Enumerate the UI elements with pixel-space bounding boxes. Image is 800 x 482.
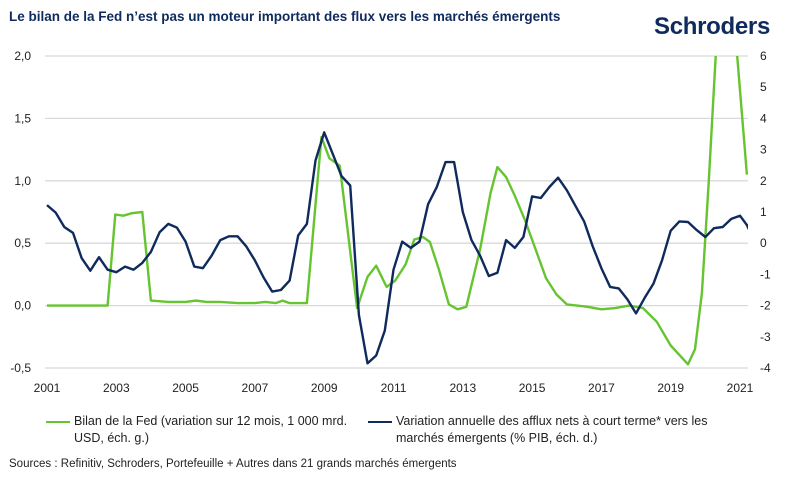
right-axis-tick-label: -1: [760, 267, 771, 281]
right-axis-tick-label: 6: [760, 49, 767, 63]
x-axis-tick-label: 2015: [519, 381, 546, 395]
sources-note: Sources : Refinitiv, Schroders, Portefeu…: [9, 458, 457, 470]
series-lines: [46, 56, 748, 366]
right-axis-ticks: -4 -3 -2 -1 0 1 2 3 4 5 6: [760, 49, 771, 375]
legend-label-flows: Variation annuelle des afflux nets à cou…: [396, 414, 708, 445]
x-axis-tick-label: 2009: [311, 381, 338, 395]
right-axis-tick-label: -2: [760, 299, 771, 313]
left-axis-ticks: -0,5 0,0 0,5 1,0 1,5 2,0: [10, 49, 31, 375]
right-axis-tick-label: 4: [760, 111, 767, 125]
fed-balance-sheet-line: [47, 56, 748, 366]
x-axis-tick-label: 2013: [449, 381, 476, 395]
legend-label-fed: Bilan de la Fed (variation sur 12 mois, …: [74, 414, 348, 445]
right-axis-tick-label: 2: [760, 174, 767, 188]
left-axis-tick-label: 0,5: [14, 236, 31, 250]
legend-swatch-fed: [46, 421, 70, 423]
x-axis-tick-label: 2011: [381, 381, 407, 395]
chart-title: Le bilan de la Fed n’est pas un moteur i…: [9, 9, 561, 24]
schroders-logo: Schroders: [654, 13, 771, 40]
gridlines: [45, 55, 748, 369]
em-flows-line: [46, 131, 748, 365]
x-axis-tick-label: 2007: [242, 381, 269, 395]
x-axis-tick-label: 2019: [657, 381, 684, 395]
right-axis-tick-label: 0: [760, 236, 767, 250]
left-axis-tick-label: 0,0: [14, 299, 31, 313]
left-axis-tick-label: 2,0: [14, 49, 31, 63]
left-axis-tick-label: 1,5: [14, 111, 31, 125]
x-axis-tick-label: 2021: [727, 381, 754, 395]
left-axis-tick-label: 1,0: [14, 174, 31, 188]
right-axis-tick-label: 5: [760, 80, 767, 94]
right-axis-tick-label: 1: [760, 205, 767, 219]
x-axis-tick-label: 2003: [103, 381, 130, 395]
x-axis-tick-label: 2017: [588, 381, 615, 395]
right-axis-tick-label: 3: [760, 143, 767, 157]
right-axis-tick-label: -4: [760, 361, 771, 375]
right-axis-tick-label: -3: [760, 330, 771, 344]
x-axis-ticks: 2001 2003 2005 2007 2009 2011 2013 2015 2017 2019…: [34, 381, 754, 395]
x-axis-tick-label: 2001: [34, 381, 61, 395]
legend-swatch-flows: [368, 421, 392, 423]
x-axis-tick-label: 2005: [172, 381, 199, 395]
left-axis-tick-label: -0,5: [10, 361, 31, 375]
